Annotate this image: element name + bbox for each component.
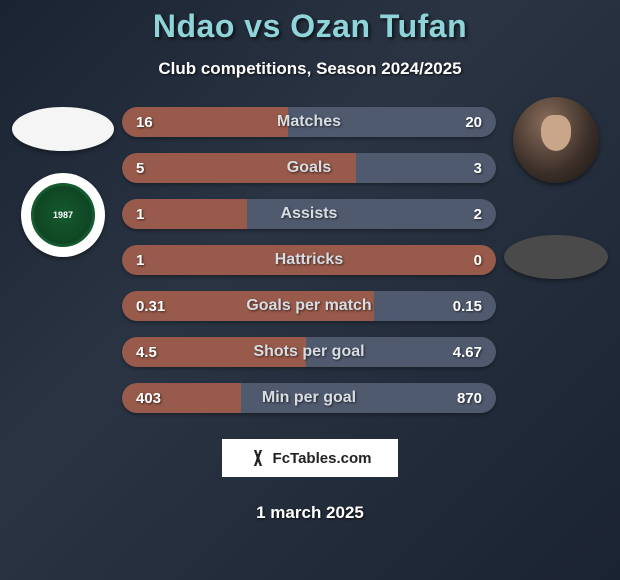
stats-bars: Matches1620Goals53Assists12Hattricks10Go… <box>118 107 500 429</box>
stat-value-left: 5 <box>136 153 144 183</box>
stat-row: Matches16 20 <box>122 107 496 137</box>
logo-text: FcTables.com <box>273 450 372 467</box>
stat-row: Shots per goal4.5 4.67 <box>122 337 496 367</box>
stat-row: Assists1 2 <box>122 199 496 229</box>
stat-label: Shots per goal <box>122 337 496 367</box>
flag-right <box>504 235 608 279</box>
stat-value-left: 0.31 <box>136 291 165 321</box>
stat-label: Assists <box>122 199 496 229</box>
flag-left <box>12 107 114 151</box>
stat-label: Goals <box>122 153 496 183</box>
chart-icon <box>249 450 267 466</box>
stat-value-right: 870 <box>457 383 482 413</box>
fctables-logo[interactable]: FcTables.com <box>222 439 398 477</box>
page-title: Ndao vs Ozan Tufan <box>0 8 620 45</box>
club-logo-left: 1987 <box>21 173 105 257</box>
subtitle: Club competitions, Season 2024/2025 <box>0 59 620 79</box>
club-logo-year: 1987 <box>31 183 95 247</box>
stat-value-right: 3 <box>474 153 482 183</box>
stat-value-right: 0.15 <box>453 291 482 321</box>
date-label: 1 march 2025 <box>0 503 620 523</box>
stat-value-right: 20 <box>465 107 482 137</box>
player-left-panel: 1987 <box>8 107 118 257</box>
player-right-panel <box>500 107 612 279</box>
stat-label: Matches <box>122 107 496 137</box>
stat-value-left: 4.5 <box>136 337 157 367</box>
stat-label: Hattricks <box>122 245 496 275</box>
stat-value-right: 0 <box>474 245 482 275</box>
stat-value-left: 1 <box>136 199 144 229</box>
stat-value-left: 16 <box>136 107 153 137</box>
stat-value-left: 1 <box>136 245 144 275</box>
stat-label: Goals per match <box>122 291 496 321</box>
stat-value-left: 403 <box>136 383 161 413</box>
stat-value-right: 4.67 <box>453 337 482 367</box>
stat-row: Goals per match0.31 0.15 <box>122 291 496 321</box>
stat-row: Min per goal403 870 <box>122 383 496 413</box>
stat-row: Goals5 3 <box>122 153 496 183</box>
stat-label: Min per goal <box>122 383 496 413</box>
player-photo-right <box>513 97 599 183</box>
stat-value-right: 2 <box>474 199 482 229</box>
stat-row: Hattricks1 0 <box>122 245 496 275</box>
